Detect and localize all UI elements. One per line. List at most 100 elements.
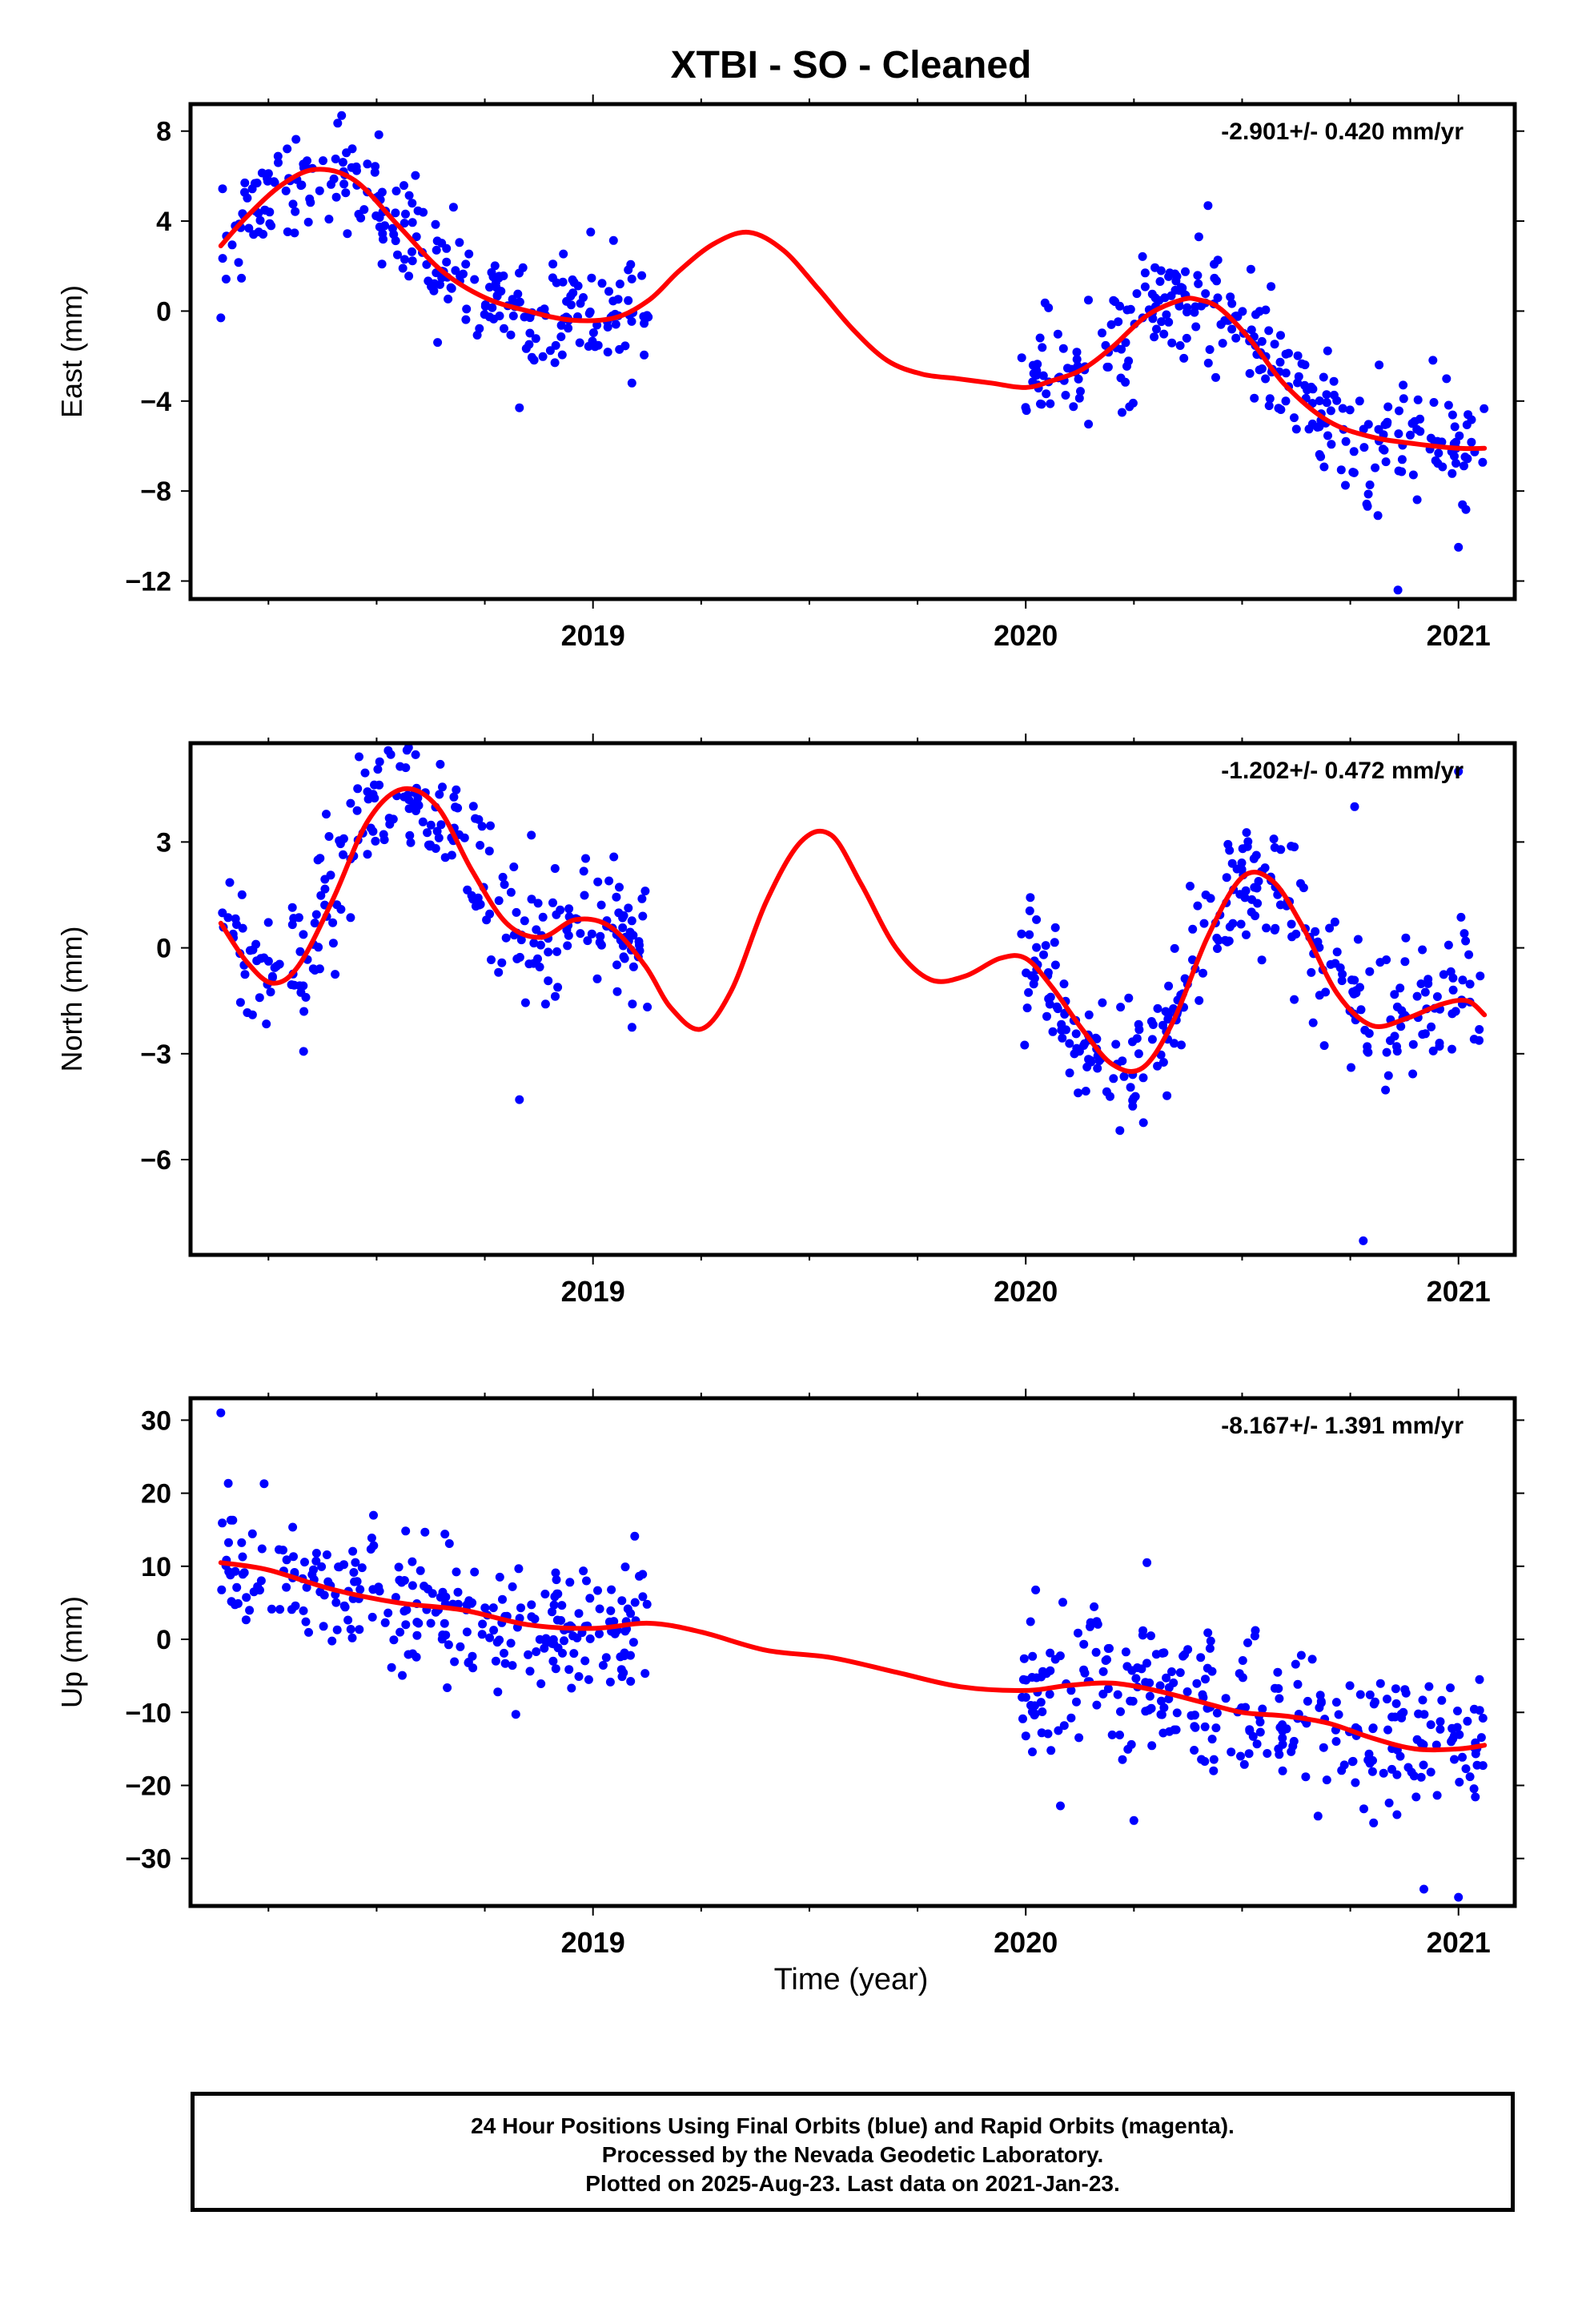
data-point	[1155, 277, 1165, 286]
data-point	[1332, 947, 1342, 957]
data-point	[580, 891, 589, 900]
data-point	[240, 178, 250, 187]
data-point	[414, 1618, 424, 1628]
data-point	[333, 119, 343, 128]
data-point	[1471, 1792, 1480, 1802]
data-point	[1115, 1126, 1125, 1136]
data-point	[1238, 1656, 1247, 1665]
data-point	[401, 1526, 411, 1536]
y-tick-label: 4	[156, 207, 171, 237]
data-point	[593, 877, 603, 887]
data-point	[408, 1557, 417, 1566]
data-point	[245, 1606, 255, 1615]
data-point	[288, 199, 298, 209]
data-point-outlier	[627, 378, 636, 388]
footer-line-3: Plotted on 2025-Aug-23. Last data on 202…	[585, 2171, 1120, 2196]
data-point	[1329, 376, 1339, 386]
data-point	[1400, 957, 1410, 967]
data-point	[640, 350, 649, 360]
data-point	[1145, 1691, 1154, 1701]
data-point	[267, 221, 276, 231]
data-point	[1220, 935, 1230, 945]
data-point	[228, 1515, 238, 1525]
data-point	[1032, 943, 1042, 952]
data-point	[1052, 1002, 1062, 1011]
data-point	[408, 1649, 417, 1659]
panel-east: 2019 2020 2021 8 4 0 −4 −8 −12 East (mm) -2.901+/-…	[55, 94, 1524, 652]
data-point	[426, 820, 436, 830]
data-point	[544, 976, 553, 986]
data-point	[1169, 1678, 1178, 1687]
data-point	[266, 987, 275, 997]
data-point	[1126, 1739, 1136, 1749]
data-point	[245, 946, 255, 955]
data-point	[470, 1567, 480, 1577]
data-point	[587, 929, 596, 939]
data-point	[319, 1590, 329, 1600]
plot-frame-up	[188, 1396, 1517, 1908]
data-point	[309, 1565, 318, 1574]
data-point	[1323, 346, 1332, 356]
data-point	[450, 1657, 460, 1667]
data-point	[295, 981, 304, 991]
data-point	[241, 1615, 251, 1625]
data-point	[1349, 447, 1359, 456]
data-point	[299, 930, 308, 939]
data-point	[1455, 1777, 1464, 1787]
data-point	[1383, 1071, 1393, 1080]
data-point	[453, 803, 463, 813]
data-point	[1157, 1696, 1166, 1706]
data-point	[331, 155, 340, 163]
data-point	[596, 900, 606, 910]
data-point	[1446, 1683, 1455, 1693]
data-point	[1408, 1039, 1418, 1049]
data-point	[1403, 1763, 1413, 1772]
y-tick-label: −10	[125, 1698, 171, 1728]
data-point	[380, 1618, 390, 1627]
data-point	[444, 1539, 454, 1548]
data-point	[453, 1599, 463, 1609]
data-point	[509, 862, 519, 871]
data-point	[1330, 917, 1339, 927]
data-point	[604, 876, 614, 886]
data-point	[615, 883, 624, 892]
data-point	[400, 1576, 409, 1585]
data-point	[311, 1549, 321, 1558]
rate-label-up: -8.167+/- 1.391 mm/yr	[1221, 1413, 1464, 1439]
data-point	[1270, 842, 1279, 852]
data-point	[433, 338, 443, 348]
data-point	[301, 992, 311, 1002]
data-point	[1131, 1674, 1141, 1683]
data-point	[627, 274, 636, 283]
y-axis-label-up: Up (mm)	[55, 1596, 88, 1708]
data-point	[1098, 328, 1106, 338]
data-point	[1106, 1092, 1114, 1101]
data-point	[462, 1627, 472, 1637]
data-point	[1190, 1722, 1199, 1731]
data-point	[550, 358, 560, 368]
data-point	[538, 352, 548, 361]
data-point	[562, 925, 572, 935]
data-point	[405, 830, 415, 840]
data-point	[495, 1572, 504, 1582]
data-point	[516, 1603, 525, 1613]
data-point	[1147, 1741, 1157, 1751]
data-point	[225, 878, 235, 887]
data-point	[615, 344, 624, 354]
data-point	[356, 213, 366, 223]
data-point	[366, 823, 375, 833]
data-point	[449, 792, 459, 802]
x-tick-label: 2021	[1427, 619, 1491, 652]
data-point	[527, 895, 536, 904]
data-point	[1281, 396, 1291, 406]
data-point	[456, 1642, 465, 1651]
data-point	[404, 271, 414, 281]
data-point	[1401, 933, 1411, 943]
data-point	[1478, 1761, 1488, 1771]
y-axis-label-east: East (mm)	[55, 285, 88, 418]
data-point	[1196, 1653, 1206, 1663]
data-point	[1350, 975, 1359, 985]
data-point	[1290, 995, 1299, 1004]
data-point	[610, 1629, 620, 1638]
x-tick-label: 2019	[561, 1926, 625, 1959]
